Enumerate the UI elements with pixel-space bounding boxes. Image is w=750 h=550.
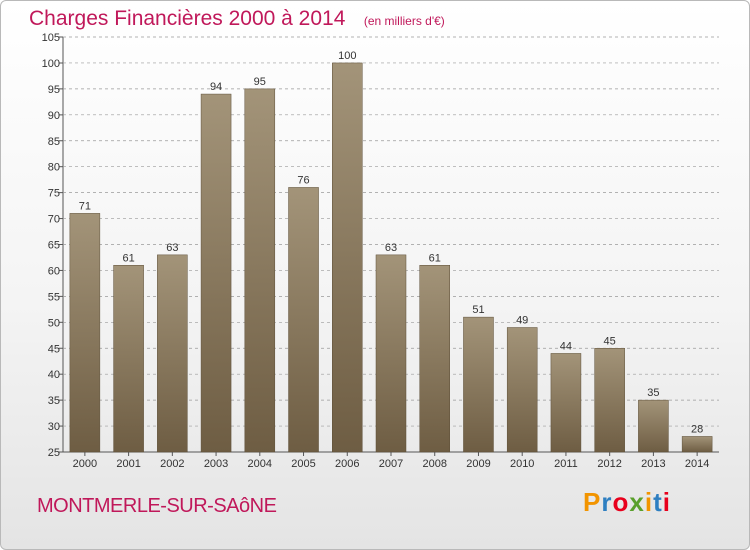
x-tick-label: 2005: [291, 458, 315, 470]
chart-subtitle: (en milliers d'€): [363, 14, 445, 28]
data-label: 45: [604, 335, 616, 347]
bar-2011: [550, 353, 582, 453]
x-tick-label: 2008: [422, 458, 446, 470]
y-tick-label: 35: [48, 395, 60, 407]
logo-letter: P: [583, 487, 602, 517]
y-tick-label: 85: [48, 136, 60, 148]
y-tick-label: 80: [48, 162, 60, 174]
logo-letter: t: [653, 487, 663, 517]
bar-2005: [288, 187, 319, 453]
data-label: 63: [385, 242, 397, 254]
y-tick-label: 50: [48, 317, 60, 329]
city-name: MONTMERLE-SUR-SAôNE: [37, 495, 277, 517]
x-tick-label: 2013: [641, 458, 665, 470]
x-tick-label: 2010: [510, 458, 534, 470]
x-tick-label: 2000: [73, 458, 97, 470]
x-tick-label: 2002: [160, 458, 184, 470]
title-row: Charges Financières 2000 à 2014 (en mill…: [29, 7, 445, 31]
bar-2001: [113, 265, 144, 453]
y-tick-label: 60: [48, 265, 60, 277]
y-tick-label: 65: [48, 240, 60, 252]
y-tick-label: 100: [42, 58, 60, 70]
bar-2007: [375, 254, 407, 453]
y-tick-label: 25: [48, 447, 60, 459]
data-label: 63: [166, 242, 178, 254]
logo-letter: x: [629, 487, 645, 517]
y-tick-label: 55: [48, 291, 60, 303]
bar-2006: [332, 62, 363, 453]
logo-letter: r: [601, 487, 613, 517]
x-tick-label: 2009: [466, 458, 490, 470]
y-tick-label: 30: [48, 421, 60, 433]
bar-2008: [419, 265, 450, 453]
y-tick-label: 40: [48, 369, 60, 381]
x-tick-label: 2007: [379, 458, 403, 470]
proxiti-logo: Proxiti: [583, 487, 671, 518]
chart-title: Charges Financières 2000 à 2014: [29, 7, 346, 30]
data-label: 61: [429, 252, 441, 264]
y-tick-label: 45: [48, 343, 60, 355]
bar-2014: [681, 436, 713, 453]
bar-2013: [638, 399, 669, 453]
x-tick-label: 2001: [116, 458, 140, 470]
y-tick-label: 90: [48, 110, 60, 122]
y-tick-label: 70: [48, 214, 60, 226]
x-tick-label: 2011: [554, 458, 578, 470]
y-tick-label: 95: [48, 84, 60, 96]
bar-2003: [200, 93, 232, 453]
logo-letter: i: [644, 487, 654, 517]
y-tick-label: 75: [48, 188, 60, 200]
data-label: 76: [297, 174, 309, 186]
data-label: 94: [210, 81, 222, 93]
logo-letter: o: [612, 487, 630, 517]
logo-letter: i: [662, 487, 671, 517]
data-label: 35: [647, 387, 659, 399]
data-label: 51: [472, 304, 484, 316]
bar-2002: [157, 254, 188, 453]
data-label: 44: [560, 340, 572, 352]
bar-chart: 25 30 35 40 45 50 55 60 65 70 75 80 85 90 95 100 105 71 20…: [42, 32, 719, 470]
x-tick-label: 2003: [204, 458, 228, 470]
bar-2000: [69, 213, 101, 453]
bar-2010: [506, 327, 538, 453]
x-tick-label: 2014: [685, 458, 709, 470]
x-tick-label: 2006: [335, 458, 359, 470]
x-tick-label: 2012: [597, 458, 621, 470]
x-tick-label: 2004: [248, 458, 272, 470]
bar-2012: [594, 348, 625, 453]
data-label: 28: [691, 423, 703, 435]
y-tick-label: 105: [42, 32, 60, 44]
bar-2009: [463, 316, 494, 453]
data-label: 61: [122, 252, 134, 264]
bar-2004: [244, 88, 276, 453]
data-label: 100: [338, 50, 356, 62]
data-label: 49: [516, 315, 528, 327]
data-label: 95: [254, 76, 266, 88]
data-label: 71: [79, 200, 91, 212]
